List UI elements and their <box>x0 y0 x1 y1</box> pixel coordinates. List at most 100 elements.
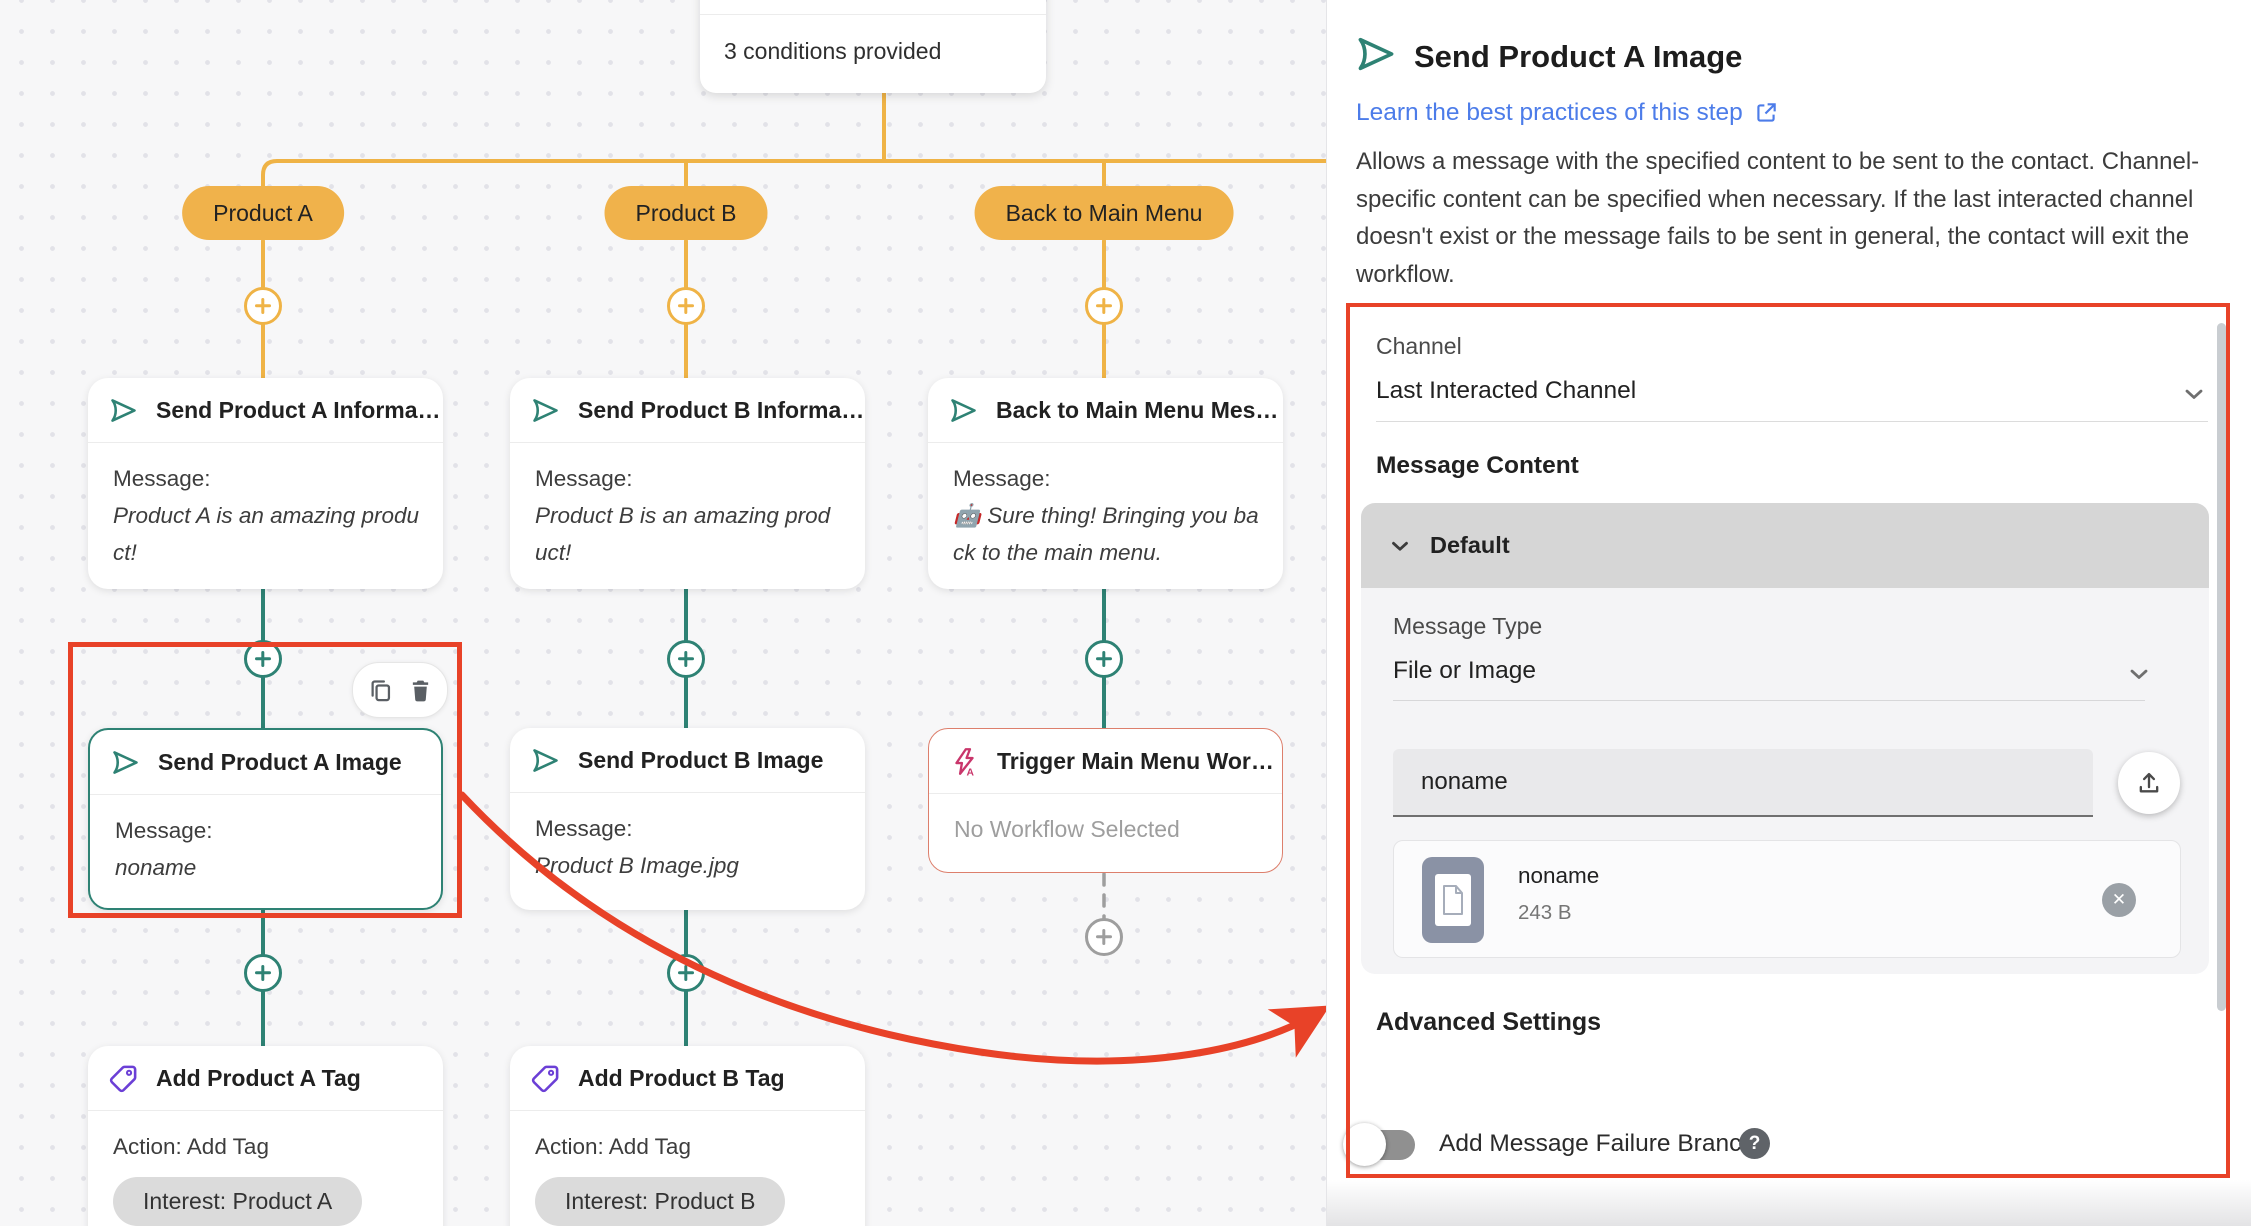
send-message-icon <box>1354 32 1398 81</box>
send-message-icon <box>110 747 141 778</box>
panel-title: Send Product A Image <box>1414 38 1743 74</box>
branch-pill-product-a[interactable]: Product A <box>182 186 344 240</box>
advanced-settings-label: Advanced Settings <box>1376 1008 1602 1036</box>
node-title: Send Product B Informa… <box>578 396 865 423</box>
send-message-icon <box>948 395 979 426</box>
branch-pill-back-to-main-menu[interactable]: Back to Main Menu <box>974 186 1234 240</box>
connector-lines <box>261 90 1326 1049</box>
chevron-down-icon <box>1392 541 1408 551</box>
step-settings-panel: Send Product A Image Learn the best prac… <box>1326 0 2251 1226</box>
file-name-input[interactable]: noname <box>1393 749 2093 817</box>
attached-file-card: noname 243 B ✕ <box>1393 840 2181 958</box>
message-label: Message: <box>953 466 1051 491</box>
trigger-workflow-icon: A <box>949 746 980 777</box>
node-divider <box>510 442 865 443</box>
message-preview: 🤖 Sure thing! Bringing you back to the m… <box>953 503 1259 565</box>
node-add-product-b-tag[interactable]: Add Product B Tag Action: Add Tag Intere… <box>510 1046 865 1226</box>
file-name: noname <box>1518 863 1600 888</box>
copy-node-button[interactable] <box>366 676 394 704</box>
svg-text:A: A <box>966 767 974 776</box>
add-step-button[interactable] <box>1085 918 1123 956</box>
add-step-button[interactable] <box>244 954 282 992</box>
node-title: Add Product B Tag <box>578 1064 785 1091</box>
trash-icon <box>412 680 428 701</box>
message-preview: Product B Image.jpg <box>535 853 739 878</box>
chevron-down-icon[interactable] <box>2125 660 2153 688</box>
tag-icon <box>530 1063 561 1094</box>
no-workflow-selected-text: No Workflow Selected <box>954 816 1180 842</box>
send-message-icon <box>530 395 561 426</box>
panel-scrollbar[interactable] <box>2217 323 2226 1011</box>
node-back-to-main-menu-message[interactable]: Back to Main Menu Mes… Message: 🤖 Sure t… <box>928 378 1283 589</box>
node-send-product-a-information[interactable]: Send Product A Informa… Message: Product… <box>88 378 443 589</box>
message-preview: noname <box>115 855 197 880</box>
action-label: Action: Add Tag <box>535 1134 691 1159</box>
step-description: Allows a message with the specified cont… <box>1356 148 2200 288</box>
failure-branch-label: Add Message Failure Branch <box>1439 1130 1755 1157</box>
add-step-button[interactable] <box>667 287 705 325</box>
node-send-product-b-information[interactable]: Send Product B Informa… Message: Product… <box>510 378 865 589</box>
message-label: Message: <box>113 466 211 491</box>
node-hover-toolbar <box>352 662 448 718</box>
remove-file-button[interactable]: ✕ <box>2102 883 2136 917</box>
add-step-button[interactable] <box>1085 287 1123 325</box>
condition-summary: 3 conditions provided <box>724 38 942 64</box>
external-link-icon <box>1757 103 1776 122</box>
help-icon[interactable]: ? <box>1739 1128 1770 1159</box>
channel-select-underline <box>1376 421 2208 422</box>
add-step-button[interactable] <box>667 640 705 678</box>
send-message-icon <box>108 395 139 426</box>
node-divider <box>88 1110 443 1111</box>
upload-icon <box>2139 772 2159 793</box>
message-label: Message: <box>535 816 633 841</box>
message-type-select[interactable]: File or Image <box>1393 657 1536 684</box>
node-title: Back to Main Menu Mes… <box>996 396 1279 423</box>
channel-select[interactable]: Last Interacted Channel <box>1376 377 1637 404</box>
message-preview: Product B is an amazing product! <box>535 503 831 565</box>
upload-file-button[interactable] <box>2118 752 2180 814</box>
message-content-label: Message Content <box>1376 452 1579 479</box>
message-label: Message: <box>535 466 633 491</box>
add-step-button[interactable] <box>1085 640 1123 678</box>
node-divider <box>510 1110 865 1111</box>
tag-icon <box>108 1063 139 1094</box>
failure-branch-toggle-thumb[interactable] <box>1343 1123 1386 1166</box>
action-label: Action: Add Tag <box>113 1134 269 1159</box>
add-step-button[interactable] <box>244 640 282 678</box>
default-section-label: Default <box>1430 532 1510 558</box>
message-type-underline <box>1393 700 2145 701</box>
node-title: Send Product A Image <box>158 748 402 775</box>
message-preview: Product A is an amazing product! <box>113 503 420 565</box>
message-type-label: Message Type <box>1393 613 1543 639</box>
add-step-button[interactable] <box>244 287 282 325</box>
branch-pill-product-b[interactable]: Product B <box>604 186 768 240</box>
chevron-down-icon[interactable] <box>2180 380 2208 408</box>
annotation-arrow <box>458 791 1326 1065</box>
tag-chip: Interest: Product B <box>535 1177 786 1226</box>
node-divider <box>928 442 1283 443</box>
node-send-product-b-image[interactable]: Send Product B Image Message: Product B … <box>510 728 865 910</box>
send-message-icon <box>530 745 561 776</box>
best-practices-link[interactable]: Learn the best practices of this step <box>1356 99 1779 127</box>
node-divider <box>88 442 443 443</box>
workflow-canvas[interactable]: 3 conditions provided Product A Product … <box>0 0 1326 1226</box>
message-label: Message: <box>115 818 213 843</box>
panel-bottom-fade <box>1327 1180 2251 1226</box>
delete-node-button[interactable] <box>406 676 434 704</box>
node-title: Send Product A Informa… <box>156 396 441 423</box>
tag-chip: Interest: Product A <box>113 1177 363 1226</box>
node-trigger-main-menu-workflow[interactable]: A Trigger Main Menu Wor… No Workflow Sel… <box>928 728 1283 873</box>
condition-node[interactable]: 3 conditions provided <box>700 0 1046 93</box>
default-section-header[interactable]: Default <box>1361 503 2209 588</box>
condition-node-divider <box>700 14 1046 15</box>
node-divider <box>90 794 441 795</box>
best-practices-link-label: Learn the best practices of this step <box>1356 99 1743 126</box>
node-send-product-a-image[interactable]: Send Product A Image Message: noname <box>88 728 443 910</box>
node-title: Trigger Main Menu Wor… <box>997 747 1274 774</box>
file-thumbnail <box>1422 857 1484 943</box>
node-add-product-a-tag[interactable]: Add Product A Tag Action: Add Tag Intere… <box>88 1046 443 1226</box>
channel-label: Channel <box>1376 333 1462 359</box>
file-size: 243 B <box>1518 901 1572 924</box>
add-step-button[interactable] <box>667 954 705 992</box>
node-title: Send Product B Image <box>578 746 824 773</box>
